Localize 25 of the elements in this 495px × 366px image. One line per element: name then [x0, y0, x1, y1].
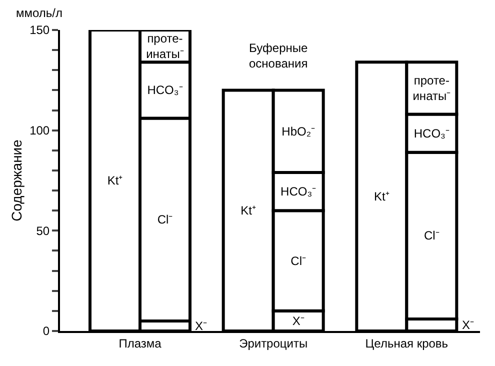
annotation: Буферные основания — [249, 41, 308, 71]
x-tick-label: Цельная кровь — [365, 336, 448, 350]
text: X⁻ — [195, 319, 208, 333]
text: HCO₃⁻ — [147, 83, 183, 98]
series-label: HbO₂⁻ — [282, 124, 315, 138]
text: Cl⁻ — [157, 212, 173, 227]
text: HCO₃⁻ — [414, 126, 450, 140]
x-tick-label: Плазма — [118, 336, 162, 350]
y-tick-label: 150 — [30, 23, 50, 38]
text: X⁻ — [462, 318, 474, 332]
series-label: HCO₃⁻ — [280, 184, 316, 199]
y-tick-label: 100 — [30, 124, 50, 138]
series-label: X⁻ — [292, 314, 304, 328]
text: ммоль/л — [16, 6, 62, 20]
y-tick-label: 50 — [36, 224, 50, 238]
text: проте- инаты⁻ — [412, 73, 451, 103]
text: Cl⁻ — [424, 228, 440, 243]
series-label: Cl⁻ — [290, 254, 306, 268]
series-label: проте- инаты⁻ — [146, 31, 184, 61]
x-tick-label: Эритроциты — [239, 336, 308, 350]
y-tick-label: 0 — [42, 324, 50, 338]
y-axis-title: Содержание — [8, 139, 25, 222]
series-label: Kt⁺ — [240, 204, 256, 218]
text: Kt⁺ — [374, 190, 390, 204]
text: Kt⁺ — [107, 174, 123, 188]
